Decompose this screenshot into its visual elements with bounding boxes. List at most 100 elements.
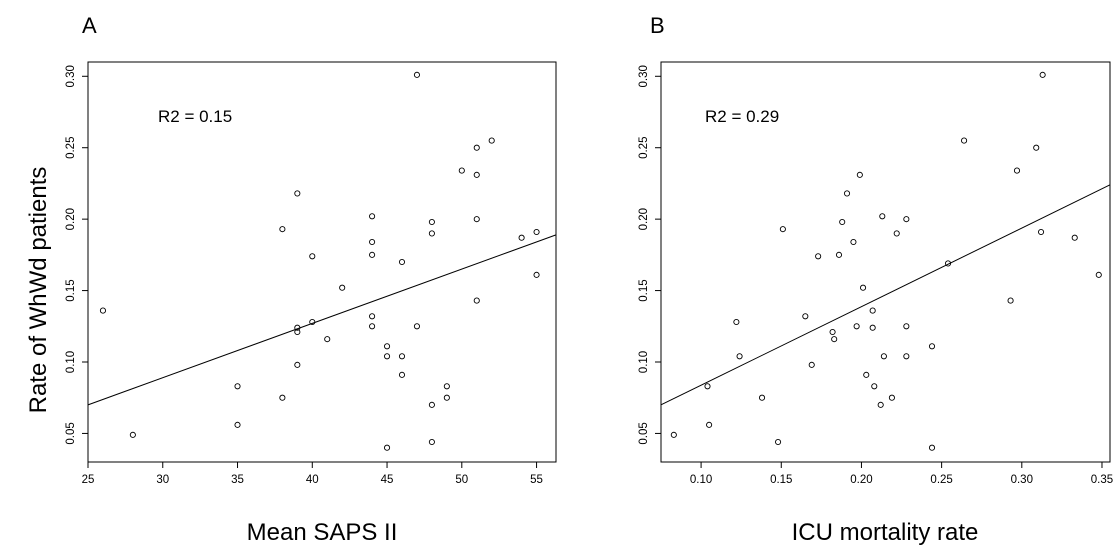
y-tick-label: 0.30: [638, 65, 650, 87]
data-point: [443, 394, 450, 401]
data-point: [779, 226, 786, 233]
y-tick-label: 0.25: [638, 137, 650, 159]
x-tick-label: 50: [455, 474, 468, 486]
data-point: [413, 323, 420, 330]
r2-annotation: R2 = 0.29: [705, 107, 779, 126]
data-point: [860, 284, 867, 291]
data-point: [831, 336, 838, 343]
data-point: [473, 171, 480, 178]
data-point: [234, 383, 241, 390]
data-point: [1013, 167, 1021, 174]
data-point: [850, 238, 857, 246]
regression-line: [87, 234, 557, 406]
data-point: [279, 226, 286, 233]
x-tick-label: 0.15: [770, 474, 792, 486]
x-tick-label: 0.20: [850, 474, 872, 486]
y-tick-label: 0.20: [65, 208, 77, 230]
data-point: [706, 421, 713, 428]
plot-frame: [660, 61, 1111, 463]
data-point: [398, 353, 406, 360]
data-point: [533, 271, 540, 278]
data-point: [383, 353, 391, 360]
data-point: [309, 253, 316, 260]
data-point: [829, 328, 836, 336]
data-point: [443, 383, 450, 390]
data-point: [893, 230, 900, 237]
y-tick-label: 0.30: [65, 65, 77, 87]
y-tick-label: 0.15: [65, 279, 77, 301]
data-point: [802, 313, 809, 320]
data-point: [369, 251, 376, 258]
data-point: [1071, 234, 1078, 241]
data-point: [458, 167, 465, 174]
data-point: [775, 438, 782, 446]
data-point: [733, 318, 740, 326]
data-point: [869, 307, 876, 314]
data-point: [428, 218, 435, 226]
x-tick-label: 35: [231, 474, 244, 486]
data-point: [339, 284, 346, 291]
x-axis-label: Mean SAPS II: [247, 519, 398, 546]
x-tick-label: 0.30: [1011, 474, 1033, 486]
data-point: [888, 394, 895, 401]
data-point: [324, 336, 331, 343]
data-point: [880, 353, 887, 360]
data-point: [815, 253, 822, 260]
data-point: [369, 213, 376, 220]
data-point: [473, 144, 480, 151]
x-tick-label: 40: [306, 474, 319, 486]
data-point: [903, 353, 910, 360]
y-tick-label: 0.25: [65, 137, 77, 159]
x-tick-label: 0.10: [690, 474, 712, 486]
data-point: [1039, 71, 1046, 78]
data-point: [1007, 297, 1014, 304]
panel-a: 25 30 35 40 45 50 55 0.05 0.10 0.15 0.20 0.25 0.30 R2…: [65, 13, 557, 546]
data-point: [309, 318, 316, 326]
data-point: [835, 251, 843, 258]
data-point: [383, 444, 391, 451]
data-point: [473, 297, 480, 304]
panel-b: 0.10 0.15 0.20 0.25 0.30 0.35 0.05 0.10 0.15 0.20…: [638, 13, 1113, 546]
y-tick-label: 0.05: [638, 422, 650, 444]
data-point: [1037, 228, 1045, 236]
panel-letter: A: [82, 13, 97, 38]
data-point: [808, 361, 815, 368]
data-point: [877, 401, 884, 408]
x-tick-label: 0.25: [930, 474, 952, 486]
data-point: [473, 216, 480, 223]
data-point: [863, 371, 870, 378]
data-point: [1033, 144, 1040, 151]
data-point: [398, 258, 406, 266]
data-point: [518, 234, 525, 241]
x-tick-label: 0.35: [1091, 474, 1113, 486]
data-point: [428, 230, 435, 237]
data-point: [294, 324, 301, 331]
y-tick-label: 0.15: [638, 279, 650, 301]
y-tick-label: 0.10: [65, 351, 77, 373]
x-tick-label: 30: [156, 474, 169, 486]
data-point: [99, 307, 107, 314]
data-point: [879, 213, 886, 220]
data-point: [234, 421, 241, 428]
data-point: [294, 328, 301, 336]
data-point: [839, 218, 846, 226]
y-tick-label: 0.10: [638, 351, 650, 373]
y-tick-label: 0.05: [65, 422, 77, 444]
data-point: [369, 238, 376, 246]
data-point: [961, 137, 968, 144]
data-point: [928, 343, 936, 350]
data-point: [670, 431, 677, 438]
data-point: [413, 71, 420, 78]
data-point: [369, 313, 376, 320]
shared-y-axis-label: Rate of WhWd patients: [25, 167, 52, 414]
data-point: [279, 394, 286, 401]
data-point: [129, 431, 136, 438]
y-tick-label: 0.20: [638, 208, 650, 230]
data-point: [869, 324, 876, 331]
data-point: [903, 216, 910, 223]
data-point: [856, 171, 863, 178]
regression-line: [660, 184, 1111, 406]
data-point: [294, 361, 301, 368]
data-point: [1095, 271, 1102, 278]
